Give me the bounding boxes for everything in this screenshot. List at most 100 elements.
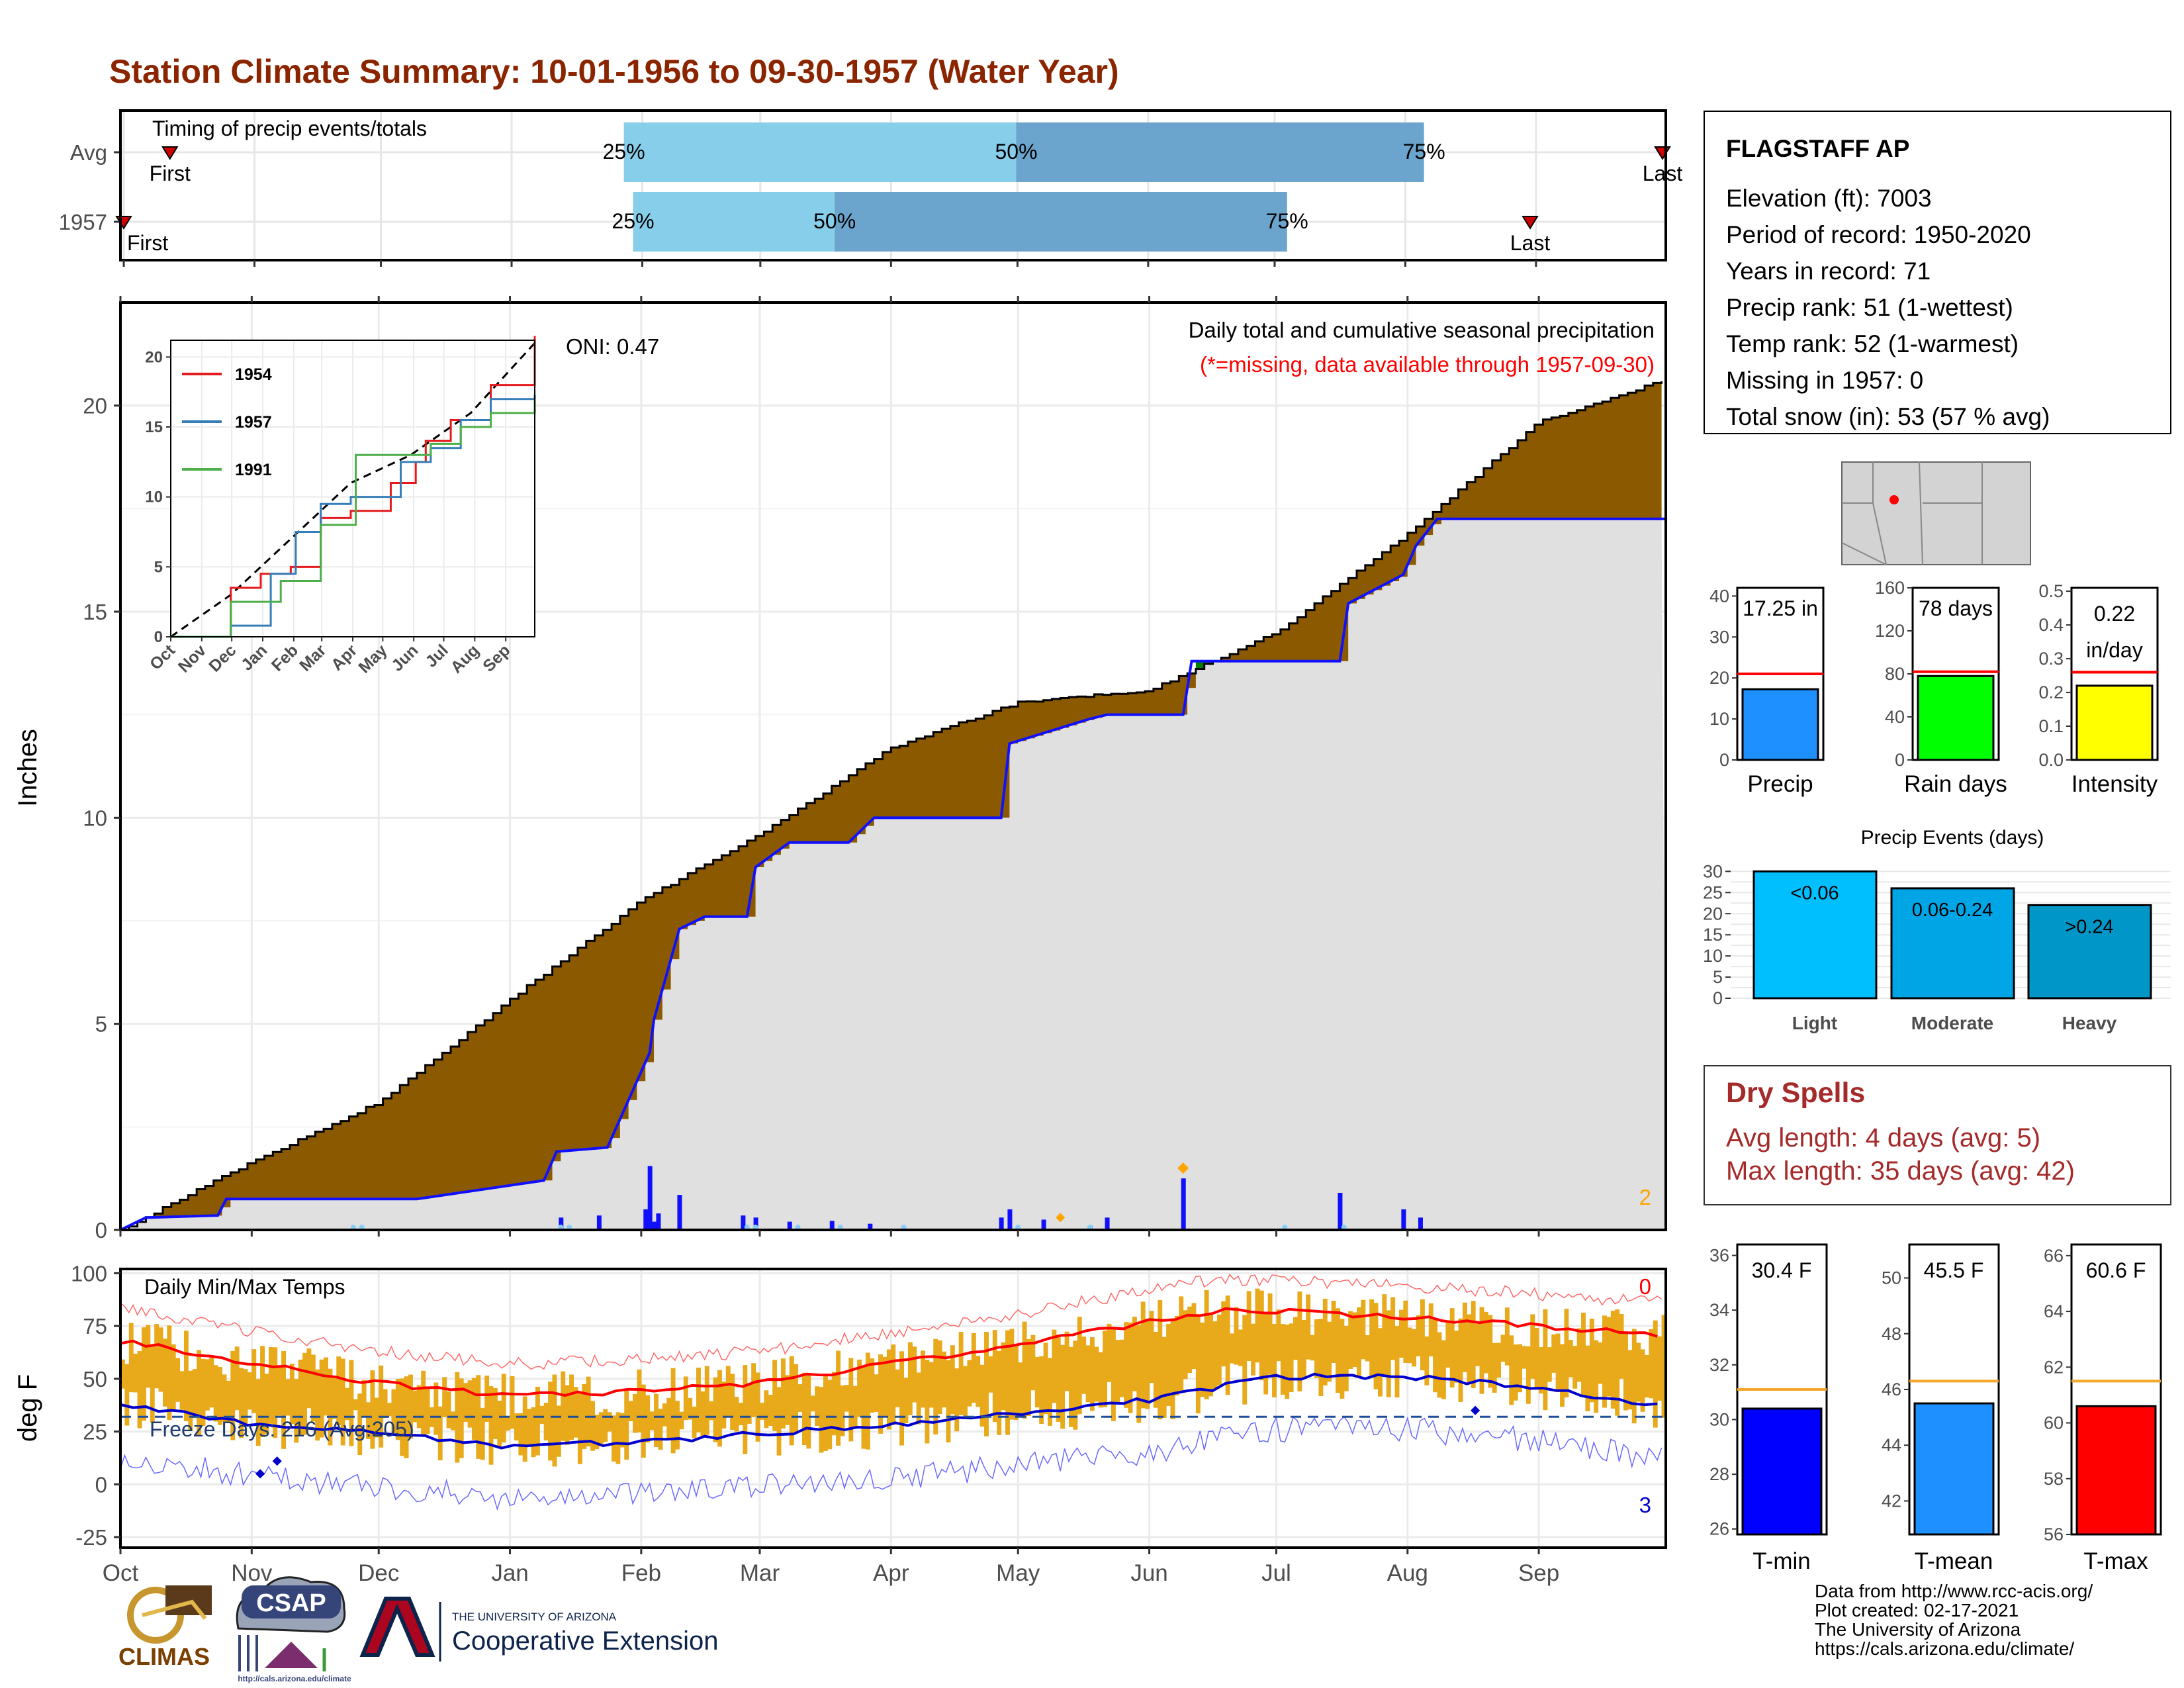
summary-bar xyxy=(1917,675,1995,761)
quartile-label: 75% xyxy=(1266,209,1308,233)
daily-temp-bar xyxy=(785,1375,790,1425)
daily-temp-bar xyxy=(886,1349,891,1430)
daily-temp-bar xyxy=(573,1387,578,1438)
daily-temp-bar xyxy=(1386,1310,1391,1397)
daily-temp-bar xyxy=(150,1345,155,1423)
quartile-bar-dark xyxy=(1016,122,1424,182)
daily-precip-bar xyxy=(1338,1192,1343,1230)
ua-big-text: Cooperative Extension xyxy=(452,1626,718,1656)
events-y-tick: 30 xyxy=(1703,861,1723,881)
station-info-line: Missing in 1957: 0 xyxy=(1726,367,1923,394)
daily-temp-bar xyxy=(1289,1323,1294,1392)
daily-temp-bar xyxy=(586,1376,591,1447)
daily-temp-bar xyxy=(1649,1329,1654,1399)
daily-temp-bar xyxy=(294,1379,299,1443)
temp-summary-y-tick: 64 xyxy=(2044,1301,2064,1321)
daily-temp-bar xyxy=(471,1378,477,1440)
daily-temp-bar xyxy=(247,1372,252,1410)
normal-max-line xyxy=(120,1307,1658,1397)
daily-temp-bar xyxy=(1179,1296,1184,1393)
daily-temp-bar xyxy=(1416,1315,1421,1356)
dry-spells-box xyxy=(1704,1065,2171,1205)
daily-temp-bar xyxy=(645,1395,651,1443)
events-y-tick: 15 xyxy=(1703,925,1723,945)
daily-temp-bar xyxy=(442,1377,447,1418)
daily-temp-bar xyxy=(1301,1319,1306,1378)
daily-temp-bar xyxy=(743,1365,748,1454)
daily-temp-bar xyxy=(1547,1347,1552,1382)
daily-temp-bar xyxy=(1034,1356,1040,1408)
daily-temp-bar xyxy=(806,1375,811,1449)
daily-temp-bar xyxy=(1183,1310,1188,1380)
temp-summary-y-tick: 30 xyxy=(1709,1409,1729,1429)
daily-temp-bar xyxy=(658,1409,663,1450)
daily-temp-bar xyxy=(1052,1329,1057,1403)
temp-summary-value: 30.4 F xyxy=(1752,1258,1812,1282)
daily-temp-bar xyxy=(976,1356,981,1407)
daily-temp-bar xyxy=(412,1390,418,1423)
daily-temp-bar xyxy=(222,1374,227,1422)
daily-temp-bar xyxy=(836,1350,841,1446)
summary-bar xyxy=(1741,688,1819,761)
event-category: Heavy xyxy=(2062,1013,2117,1033)
daily-temp-bar xyxy=(810,1395,815,1412)
daily-temp-bar xyxy=(268,1347,273,1424)
y-tick-label: 5 xyxy=(95,1012,107,1037)
daily-temp-bar xyxy=(937,1340,942,1415)
daily-temp-bar xyxy=(260,1346,265,1438)
daily-temp-bar xyxy=(929,1362,934,1408)
daily-temp-bar xyxy=(628,1401,633,1421)
month-label: May xyxy=(996,1560,1040,1586)
precip-frame xyxy=(119,301,1667,1231)
daily-temp-bar xyxy=(1373,1303,1379,1389)
daily-temp-bar xyxy=(1606,1317,1612,1397)
y-tick-label: 0 xyxy=(95,1218,107,1243)
daily-temp-bar xyxy=(416,1385,422,1429)
daily-temp-bar xyxy=(1522,1346,1527,1369)
daily-temp-bar xyxy=(950,1345,955,1415)
dry-spells-title: Dry Spells xyxy=(1726,1077,1865,1109)
daily-temp-bar xyxy=(1077,1317,1082,1415)
daily-temp-bar xyxy=(497,1401,502,1449)
daily-temp-bar xyxy=(391,1389,396,1433)
daily-temp-bar xyxy=(1509,1335,1514,1405)
daily-temp-bar xyxy=(1420,1299,1425,1371)
daily-temp-bar xyxy=(1513,1344,1518,1401)
daily-temp-bar xyxy=(1030,1335,1036,1391)
footer-line: Plot created: 02-17-2021 xyxy=(1815,1600,2019,1620)
daily-temp-bar xyxy=(535,1386,540,1456)
daily-temp-bar xyxy=(192,1369,197,1419)
daily-temp-bar xyxy=(345,1387,349,1421)
daily-temp-bar xyxy=(205,1359,210,1411)
inset-y-tick: 15 xyxy=(145,418,163,436)
csap-badge xyxy=(242,1585,341,1618)
daily-temp-bar xyxy=(713,1377,718,1442)
daily-temp-bar xyxy=(120,1359,125,1389)
daily-temp-bar xyxy=(992,1330,997,1423)
daily-precip-bar xyxy=(1181,1178,1186,1230)
event-bar-label: >0.24 xyxy=(2065,916,2113,937)
summary-label: Rain days xyxy=(1904,771,2007,797)
month-label: Nov xyxy=(231,1560,273,1586)
daily-temp-bar xyxy=(857,1359,862,1417)
daily-temp-bar xyxy=(1221,1301,1226,1367)
legend-label: 1954 xyxy=(235,365,272,384)
timing-panel: 25% 50% 75% First Last Avg 25% 50% 75% First Last 1… xyxy=(59,109,1683,267)
y-tick-label: 20 xyxy=(83,394,107,418)
daily-temp-bar xyxy=(459,1378,464,1458)
daily-temp-bar xyxy=(1318,1319,1324,1396)
daily-temp-bar xyxy=(971,1333,976,1403)
events-y-tick: 0 xyxy=(1713,988,1723,1008)
event-bar-label: 0.06-0.24 xyxy=(1912,900,1993,921)
daily-temp-bar xyxy=(946,1360,951,1442)
daily-temp-bar xyxy=(183,1331,189,1422)
daily-temp-bar xyxy=(548,1382,553,1461)
daily-temp-bar xyxy=(1161,1336,1167,1418)
month-label: Apr xyxy=(873,1560,909,1586)
daily-temp-bar xyxy=(1403,1300,1408,1363)
daily-temp-bar xyxy=(662,1403,667,1427)
daily-temp-bar xyxy=(967,1360,972,1407)
summary-y-tick: 0.2 xyxy=(2038,682,2064,702)
last-label: Last xyxy=(1643,162,1683,185)
first-marker xyxy=(161,146,179,160)
